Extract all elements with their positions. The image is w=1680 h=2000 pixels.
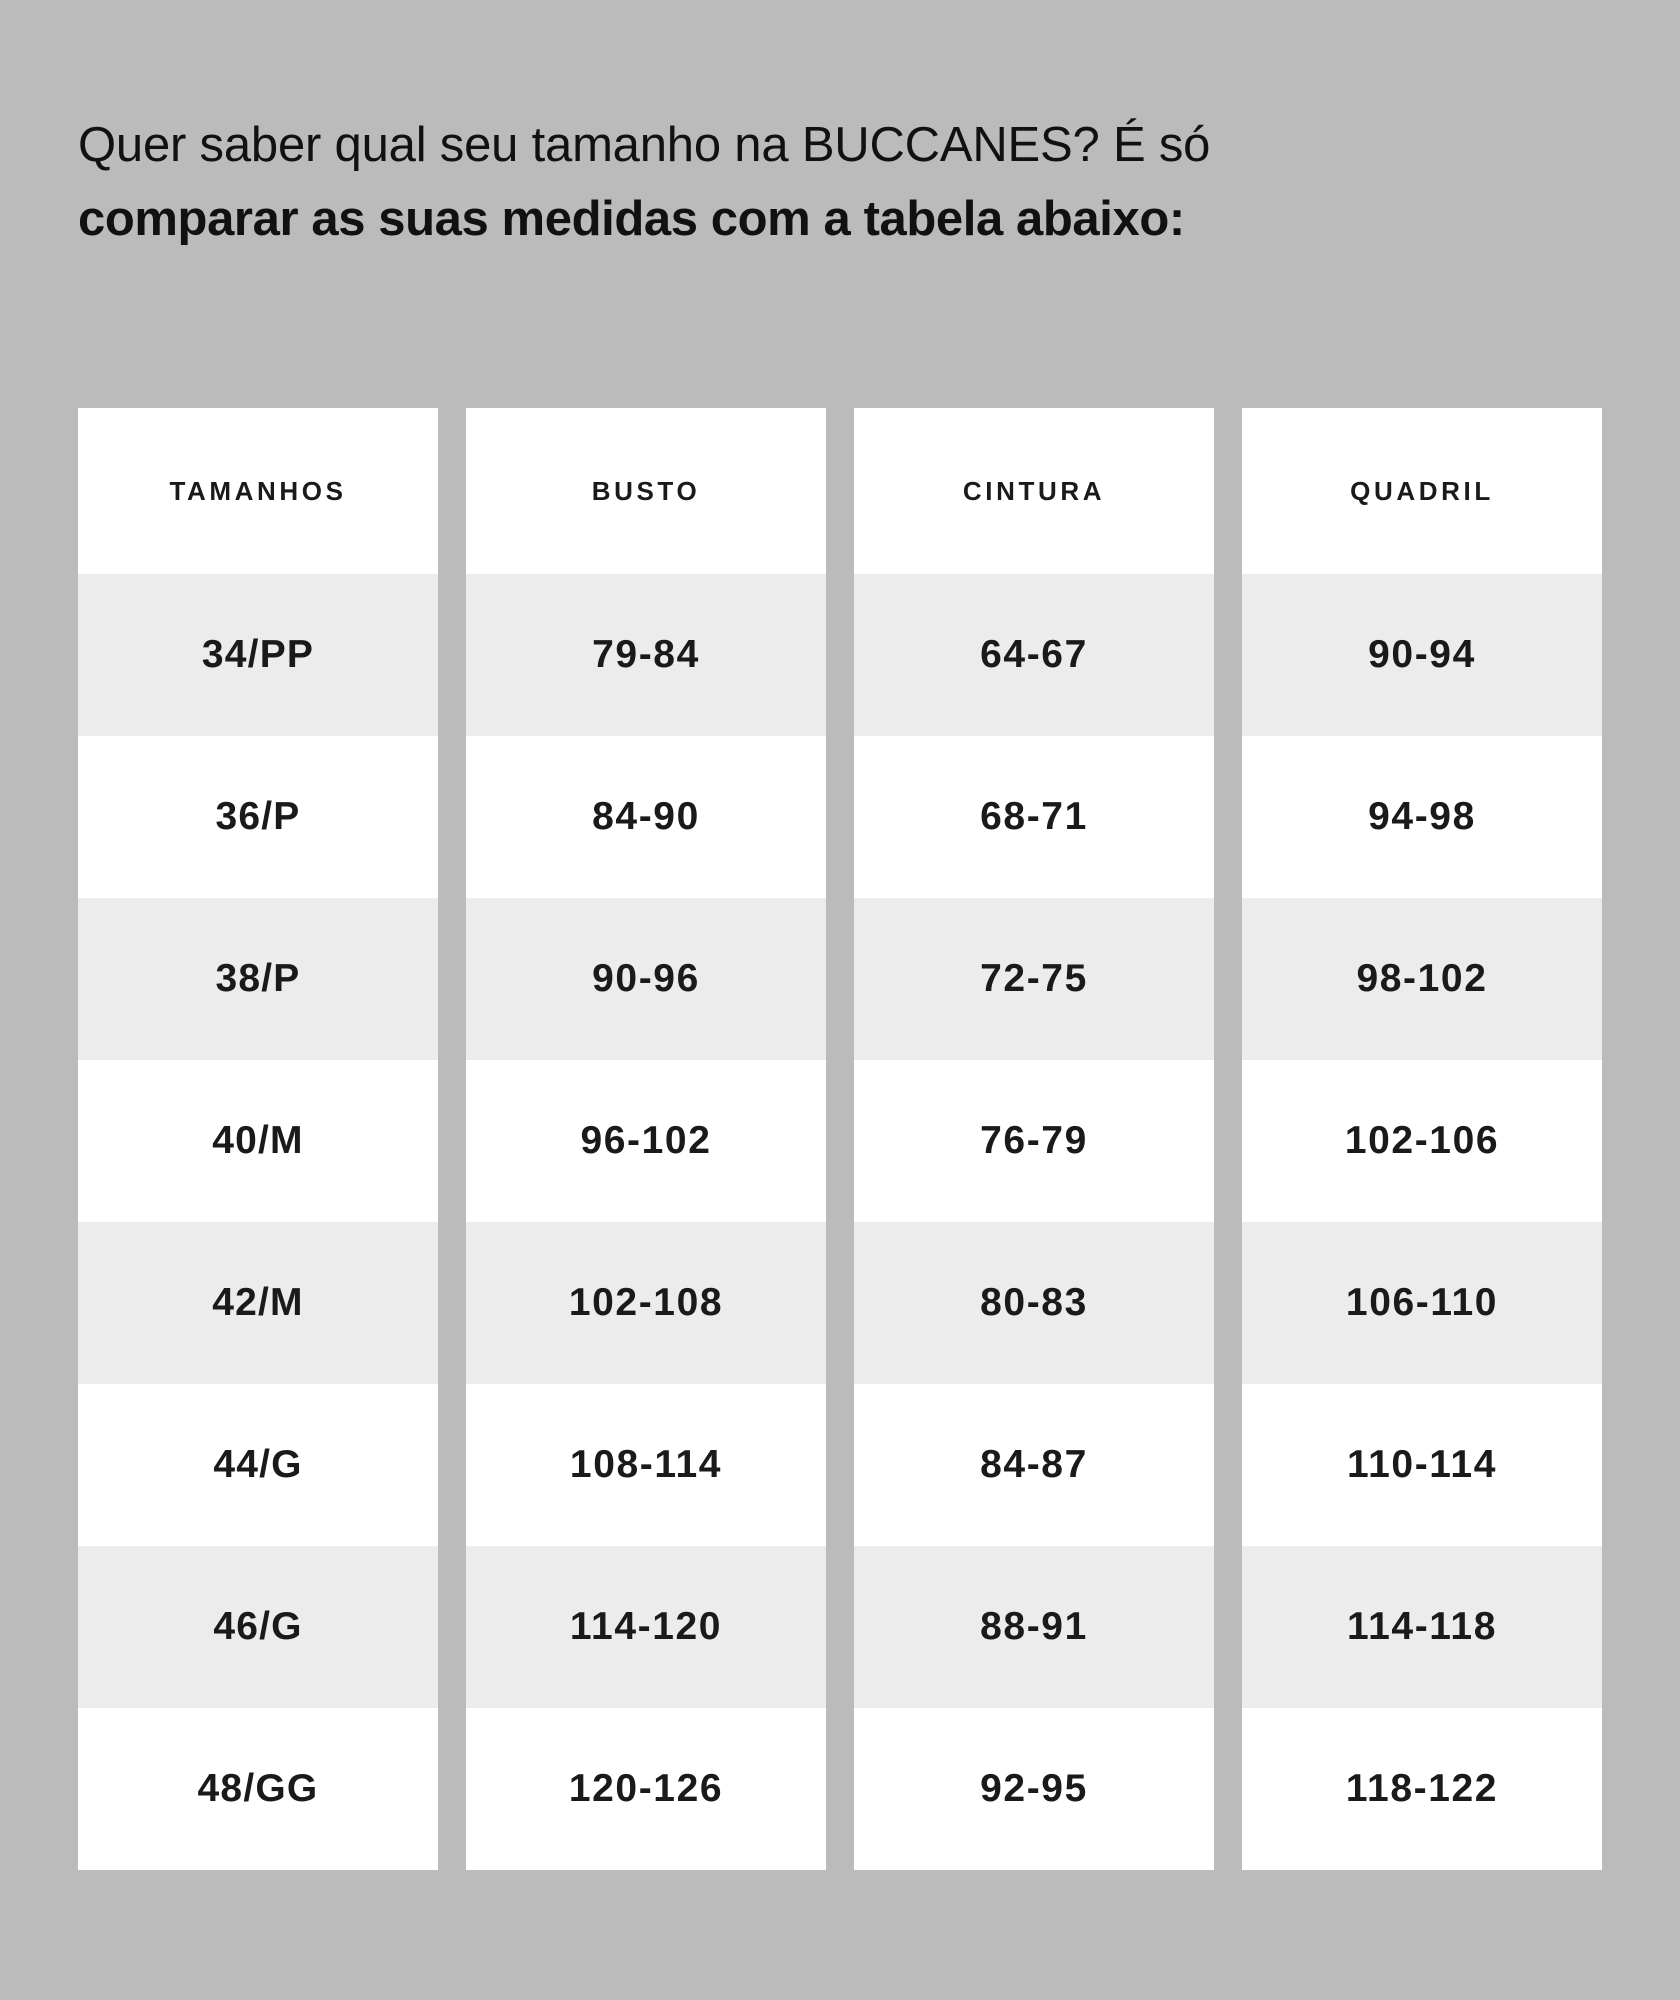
table-cell-busto-1: 79-84 — [466, 574, 826, 736]
table-cell-quadril-8: 118-122 — [1242, 1708, 1602, 1870]
table-cell-cintura-3: 72-75 — [854, 898, 1214, 1060]
table-cell-cintura-1: 64-67 — [854, 574, 1214, 736]
table-cell-tamanhos-7: 46/G — [78, 1546, 438, 1708]
table-cell-busto-6: 108-114 — [466, 1384, 826, 1546]
table-cell-busto-4: 96-102 — [466, 1060, 826, 1222]
table-cell-quadril-3: 98-102 — [1242, 898, 1602, 1060]
table-cell-tamanhos-6: 44/G — [78, 1384, 438, 1546]
size-table: TAMANHOS 34/PP 36/P 38/P 40/M 42/M 44/G 46/G 48/… — [78, 408, 1602, 1870]
column-header-busto: BUSTO — [466, 408, 826, 574]
table-column-cintura: CINTURA 64-67 68-71 72-75 76-79 80-83 84-87 88-… — [854, 408, 1214, 1870]
table-cell-tamanhos-4: 40/M — [78, 1060, 438, 1222]
table-cell-busto-2: 84-90 — [466, 736, 826, 898]
column-header-quadril: QUADRIL — [1242, 408, 1602, 574]
table-cell-tamanhos-3: 38/P — [78, 898, 438, 1060]
table-cell-quadril-2: 94-98 — [1242, 736, 1602, 898]
table-cell-tamanhos-8: 48/GG — [78, 1708, 438, 1870]
table-cell-cintura-8: 92-95 — [854, 1708, 1214, 1870]
table-cell-busto-5: 102-108 — [466, 1222, 826, 1384]
page-title-line-1: Quer saber qual seu tamanho na BUCCANES?… — [78, 118, 1211, 172]
page-title: Quer saber qual seu tamanho na BUCCANES?… — [78, 108, 1602, 256]
table-cell-cintura-5: 80-83 — [854, 1222, 1214, 1384]
table-cell-cintura-4: 76-79 — [854, 1060, 1214, 1222]
column-header-cintura: CINTURA — [854, 408, 1214, 574]
table-cell-busto-3: 90-96 — [466, 898, 826, 1060]
table-cell-busto-8: 120-126 — [466, 1708, 826, 1870]
table-cell-quadril-7: 114-118 — [1242, 1546, 1602, 1708]
table-cell-quadril-1: 90-94 — [1242, 574, 1602, 736]
table-cell-busto-7: 114-120 — [466, 1546, 826, 1708]
table-column-busto: BUSTO 79-84 84-90 90-96 96-102 102-108 108-114… — [466, 408, 826, 1870]
table-cell-quadril-5: 106-110 — [1242, 1222, 1602, 1384]
column-header-tamanhos: TAMANHOS — [78, 408, 438, 574]
table-cell-cintura-6: 84-87 — [854, 1384, 1214, 1546]
table-cell-quadril-6: 110-114 — [1242, 1384, 1602, 1546]
table-cell-cintura-2: 68-71 — [854, 736, 1214, 898]
table-cell-tamanhos-2: 36/P — [78, 736, 438, 898]
table-cell-quadril-4: 102-106 — [1242, 1060, 1602, 1222]
table-cell-tamanhos-5: 42/M — [78, 1222, 438, 1384]
table-column-tamanhos: TAMANHOS 34/PP 36/P 38/P 40/M 42/M 44/G 46/G 48/… — [78, 408, 438, 1870]
page-title-line-2: comparar as suas medidas com a tabela ab… — [78, 192, 1185, 246]
table-column-quadril: QUADRIL 90-94 94-98 98-102 102-106 106-110 110… — [1242, 408, 1602, 1870]
table-cell-tamanhos-1: 34/PP — [78, 574, 438, 736]
table-cell-cintura-7: 88-91 — [854, 1546, 1214, 1708]
